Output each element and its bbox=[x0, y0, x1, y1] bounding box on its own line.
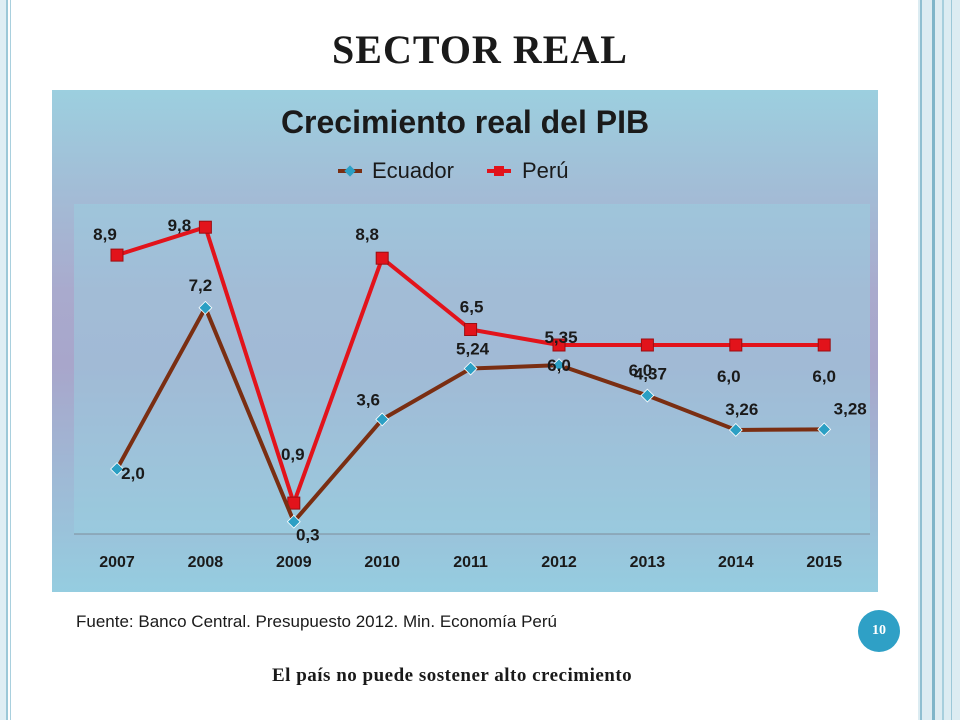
x-axis-ticks: 2007 2008 2009 2010 2011 2012 2013 2014 2015 bbox=[99, 554, 842, 571]
source-note: Fuente: Banco Central. Presupuesto 2012.… bbox=[76, 612, 557, 631]
data-label-per-2009: 0,9 bbox=[281, 445, 305, 464]
data-label-per-2014: 6,0 bbox=[717, 367, 741, 386]
data-label-per-2011: 6,5 bbox=[460, 298, 484, 317]
point-per-2015 bbox=[817, 338, 831, 352]
x-tick-label-2012: 2012 bbox=[541, 554, 577, 571]
point-per-2008 bbox=[198, 220, 212, 234]
slide-frame-left bbox=[0, 0, 8, 720]
x-tick-label-2013: 2013 bbox=[630, 554, 666, 571]
point-per-2007 bbox=[110, 248, 124, 262]
legend-marker-ecuador bbox=[344, 165, 356, 177]
data-label-ecuador-2009: 0,3 bbox=[296, 526, 320, 545]
slide-frame-left-line bbox=[10, 0, 11, 720]
point-ecuador-2013 bbox=[640, 388, 655, 403]
data-label-per-2015: 6,0 bbox=[812, 367, 836, 386]
point-ecuador-2015 bbox=[817, 422, 832, 437]
data-label-per-2007: 8,9 bbox=[93, 225, 117, 244]
x-tick-label-2007: 2007 bbox=[99, 554, 135, 571]
data-label-ecuador-2012: 5,35 bbox=[544, 328, 577, 347]
chart-svg: Crecimiento real del PIB Ecuador Perú 200… bbox=[74, 104, 870, 571]
point-ecuador-2014 bbox=[728, 423, 743, 437]
data-label-ecuador-2008: 7,2 bbox=[189, 276, 213, 295]
gdp-growth-chart: Crecimiento real del PIB Ecuador Perú 200… bbox=[52, 90, 878, 592]
page-number-badge: 10 bbox=[858, 610, 900, 652]
conclusion-text: El país no puede sostener alto crecimien… bbox=[272, 665, 633, 686]
chart-title: Crecimiento real del PIB bbox=[281, 104, 649, 140]
x-tick-label-2008: 2008 bbox=[188, 554, 224, 571]
point-ecuador-2011 bbox=[463, 361, 478, 376]
point-ecuador-2008 bbox=[198, 300, 213, 315]
x-tick-label-2011: 2011 bbox=[453, 554, 488, 571]
data-label-per-2012: 6,0 bbox=[547, 356, 571, 375]
point-ecuador-2009 bbox=[286, 514, 301, 529]
data-label-per-2010: 8,8 bbox=[355, 225, 379, 244]
chart-legend: Ecuador Perú bbox=[338, 158, 568, 183]
data-label-per-2008: 9,8 bbox=[168, 216, 192, 235]
data-label-ecuador-2011: 5,24 bbox=[456, 340, 490, 359]
data-label-ecuador-2015: 3,28 bbox=[834, 399, 867, 418]
point-ecuador-2007 bbox=[110, 462, 124, 476]
data-label-ecuador-2007: 2,0 bbox=[121, 464, 145, 483]
point-per-2010 bbox=[375, 251, 389, 265]
data-label-ecuador-2013: 4,37 bbox=[634, 365, 667, 384]
x-tick-label-2010: 2010 bbox=[364, 554, 400, 571]
x-tick-label-2015: 2015 bbox=[806, 554, 842, 571]
legend-label-ecuador: Ecuador bbox=[372, 158, 454, 183]
x-tick-label-2009: 2009 bbox=[276, 554, 312, 571]
slide-title: SECTOR REAL bbox=[332, 27, 628, 72]
point-per-2012 bbox=[552, 338, 566, 352]
point-ecuador-2010 bbox=[375, 412, 390, 427]
x-tick-label-2014: 2014 bbox=[718, 554, 754, 571]
series-layer: 8,9 9,8 0,9 8,8 6,5 6,0 6,0 6,0 6,0 2,0 7,2 0,3 3,6 5… bbox=[93, 216, 867, 545]
data-label-ecuador-2010: 3,6 bbox=[356, 390, 380, 409]
point-per-2013 bbox=[640, 338, 654, 352]
point-per-2014 bbox=[729, 338, 743, 352]
legend-marker-per bbox=[494, 166, 504, 176]
point-ecuador-2012 bbox=[552, 358, 566, 373]
data-label-per-2013: 6,0 bbox=[629, 361, 653, 380]
legend-label-per: Perú bbox=[522, 158, 568, 183]
point-per-2011 bbox=[464, 323, 478, 336]
slide-frame-right bbox=[918, 0, 960, 720]
data-label-ecuador-2014: 3,26 bbox=[725, 400, 758, 419]
